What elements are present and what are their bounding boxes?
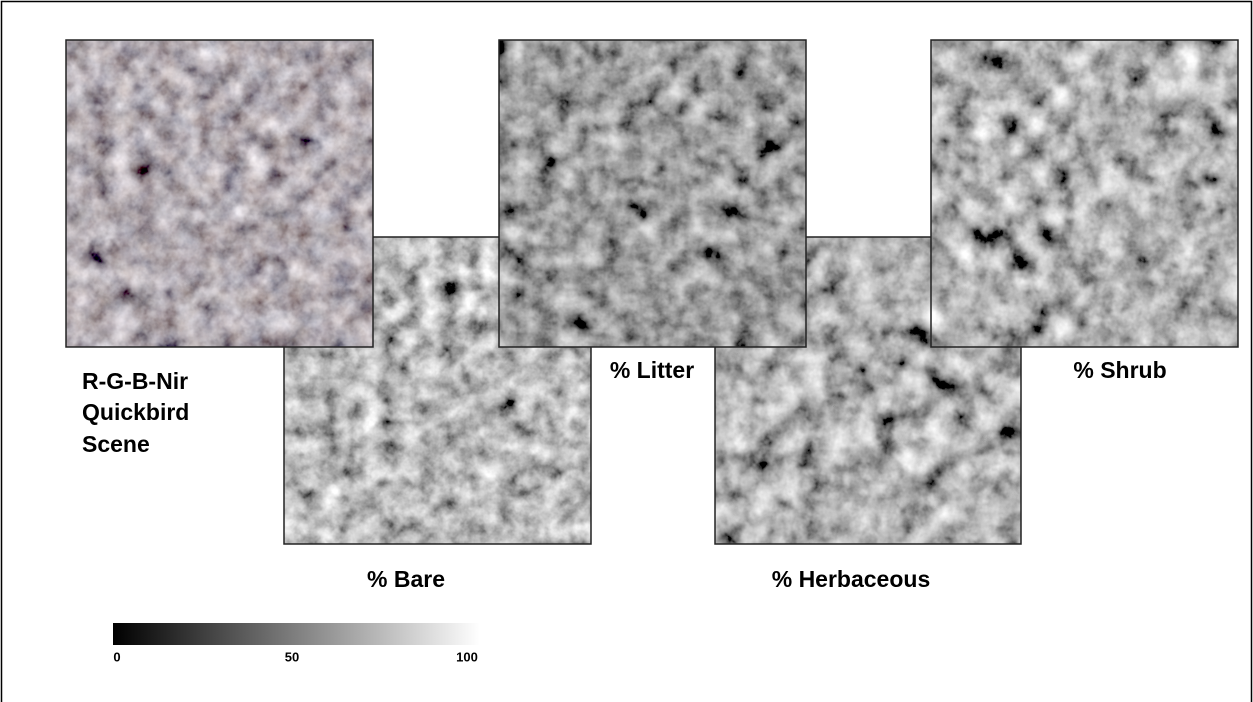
litter-label: % Litter — [610, 357, 694, 383]
litter-image-border — [498, 39, 807, 348]
shrub-image-border — [930, 39, 1239, 348]
colorbar-tick-label: 0 — [113, 649, 120, 664]
rgb-image-border — [65, 39, 374, 348]
herbaceous-image-border — [714, 236, 1022, 545]
litter-image — [498, 39, 807, 348]
rgb-image — [65, 39, 374, 348]
colorbar — [113, 623, 480, 645]
bare-label: % Bare — [367, 566, 445, 592]
colorbar-tick-label: 50 — [285, 649, 299, 664]
rgb-label-line: R-G-B-Nir — [82, 368, 188, 394]
rgb-label-line: Quickbird — [82, 399, 189, 425]
shrub-label: % Shrub — [1073, 357, 1166, 383]
shrub-image — [930, 39, 1239, 348]
rgb-label-line: Scene — [82, 431, 150, 457]
colorbar-ticks: 0 50 100 — [113, 649, 477, 664]
colorbar-tick-label: 100 — [456, 649, 478, 664]
bare-image-border — [283, 236, 592, 545]
herbaceous-label: % Herbaceous — [772, 566, 931, 592]
